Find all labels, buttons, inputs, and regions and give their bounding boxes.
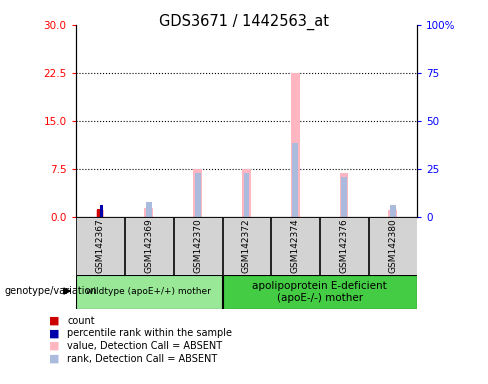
Bar (76, 217, 124, 275)
Text: GSM142380: GSM142380 (388, 218, 397, 273)
Text: GSM142376: GSM142376 (340, 218, 348, 273)
Text: ■: ■ (49, 328, 60, 338)
Bar (223, 275, 417, 309)
Text: percentile rank within the sample: percentile rank within the sample (67, 328, 232, 338)
Bar (97, 212, 103, 217)
Bar (144, 208, 153, 217)
Bar (242, 169, 251, 217)
Text: wildtype (apoE+/+) mother: wildtype (apoE+/+) mother (86, 287, 211, 296)
Text: ■: ■ (49, 316, 60, 326)
Text: GSM142374: GSM142374 (291, 218, 300, 273)
Bar (320, 217, 368, 275)
Text: value, Detection Call = ABSENT: value, Detection Call = ABSENT (67, 341, 223, 351)
Text: ■: ■ (49, 341, 60, 351)
Bar (369, 217, 417, 275)
Bar (271, 217, 319, 275)
Bar (76, 275, 222, 309)
Bar (174, 217, 222, 275)
Bar (96, 210, 104, 217)
Text: count: count (67, 316, 95, 326)
Text: rank, Detection Call = ABSENT: rank, Detection Call = ABSENT (67, 354, 218, 364)
Bar (193, 169, 202, 217)
Bar (195, 174, 201, 217)
Bar (100, 205, 103, 217)
Bar (292, 143, 298, 217)
Text: ■: ■ (49, 354, 60, 364)
Text: GSM142372: GSM142372 (242, 218, 251, 273)
Bar (388, 210, 397, 217)
Text: apolipoprotein E-deficient
(apoE-/-) mother: apolipoprotein E-deficient (apoE-/-) mot… (252, 281, 387, 303)
Text: genotype/variation: genotype/variation (5, 286, 98, 296)
Bar (223, 217, 270, 275)
Bar (341, 177, 347, 217)
Bar (244, 174, 249, 217)
Bar (390, 205, 396, 217)
Bar (340, 174, 348, 217)
Bar (146, 202, 152, 217)
Text: GSM142370: GSM142370 (193, 218, 202, 273)
Text: GSM142369: GSM142369 (144, 218, 153, 273)
Text: GDS3671 / 1442563_at: GDS3671 / 1442563_at (159, 13, 329, 30)
Text: GSM142367: GSM142367 (96, 218, 104, 273)
Bar (291, 73, 300, 217)
Bar (125, 217, 173, 275)
Bar (97, 209, 100, 217)
